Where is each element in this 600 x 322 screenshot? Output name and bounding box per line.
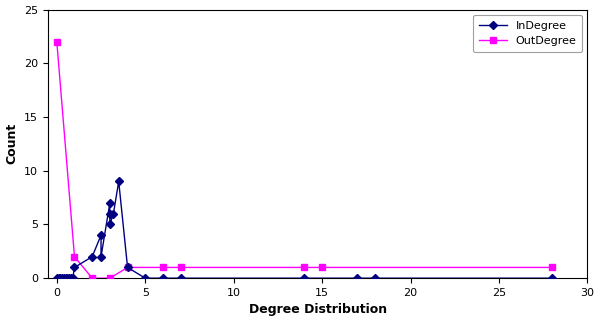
InDegree (115, 180, 122, 184)
OutDegree (301, 266, 308, 270)
InDegree (69, 276, 76, 280)
InDegree (177, 276, 184, 280)
InDegree (142, 276, 149, 280)
InDegree (106, 223, 113, 226)
InDegree (160, 276, 167, 280)
Line: InDegree: InDegree (54, 179, 555, 281)
OutDegree (177, 266, 184, 270)
InDegree (97, 233, 104, 237)
InDegree (106, 201, 113, 205)
InDegree (106, 212, 113, 216)
OutDegree (53, 40, 61, 44)
InDegree (301, 276, 308, 280)
Legend: InDegree, OutDegree: InDegree, OutDegree (473, 15, 582, 52)
OutDegree (71, 255, 78, 259)
InDegree (62, 276, 69, 280)
OutDegree (319, 266, 326, 270)
OutDegree (160, 266, 167, 270)
InDegree (57, 276, 64, 280)
Line: OutDegree: OutDegree (53, 38, 556, 282)
OutDegree (548, 266, 556, 270)
OutDegree (106, 276, 113, 280)
X-axis label: Degree Distribution: Degree Distribution (248, 303, 387, 317)
InDegree (67, 276, 74, 280)
InDegree (65, 276, 73, 280)
InDegree (548, 276, 556, 280)
InDegree (59, 276, 66, 280)
InDegree (124, 266, 131, 270)
InDegree (55, 276, 62, 280)
InDegree (71, 266, 78, 270)
InDegree (371, 276, 379, 280)
InDegree (110, 212, 117, 216)
InDegree (53, 276, 61, 280)
InDegree (60, 276, 67, 280)
InDegree (64, 276, 71, 280)
InDegree (89, 255, 96, 259)
OutDegree (124, 266, 131, 270)
InDegree (354, 276, 361, 280)
OutDegree (89, 276, 96, 280)
InDegree (97, 255, 104, 259)
Y-axis label: Count: Count (5, 123, 19, 165)
